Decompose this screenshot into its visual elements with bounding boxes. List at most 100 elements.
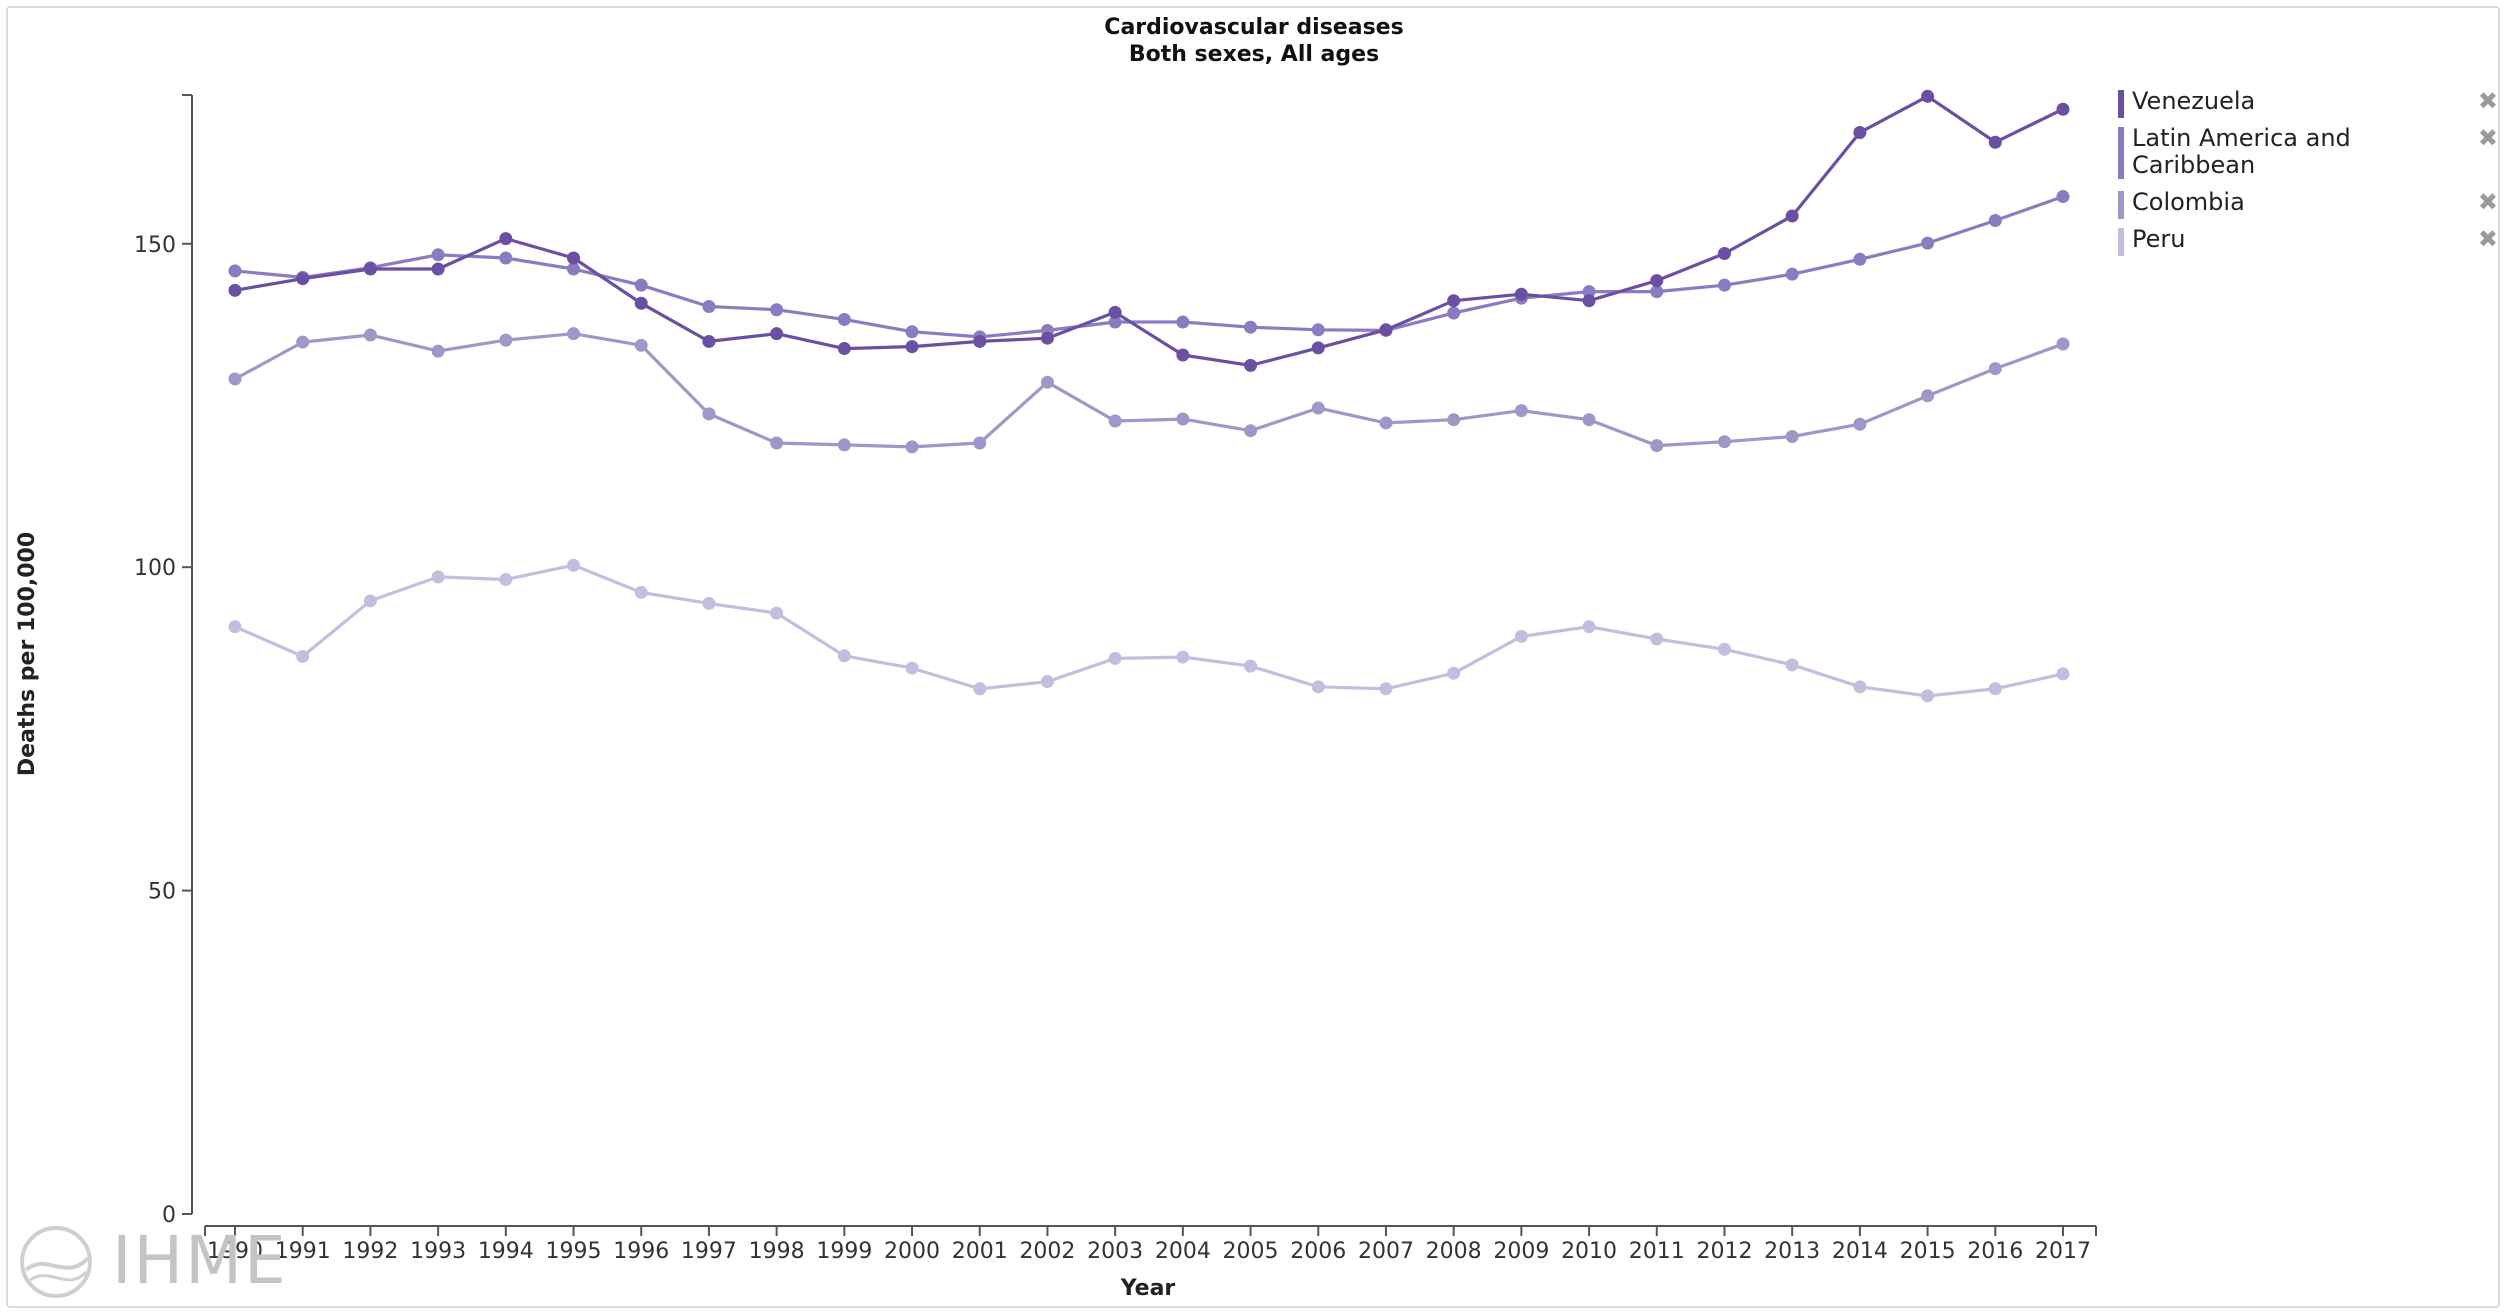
data-point xyxy=(770,303,784,317)
data-point xyxy=(1582,413,1596,427)
data-point xyxy=(1650,439,1664,453)
data-point xyxy=(1379,416,1393,430)
data-point xyxy=(431,262,445,276)
data-point xyxy=(1108,315,1122,329)
x-tick-label: 2008 xyxy=(1426,1239,1482,1264)
data-point xyxy=(228,264,242,278)
data-point xyxy=(770,436,784,450)
legend-item-venezuela[interactable]: Venezuela ✖ xyxy=(2118,87,2498,118)
legend-label: Venezuela xyxy=(2132,87,2256,115)
data-point xyxy=(2056,190,2070,204)
x-tick-label: 2007 xyxy=(1358,1239,1414,1264)
data-point xyxy=(1244,320,1258,334)
legend-label: Latin America and Caribbean xyxy=(2132,124,2351,179)
data-point xyxy=(2056,102,2070,116)
x-tick-label: 2011 xyxy=(1629,1239,1685,1264)
data-point xyxy=(905,325,919,339)
data-point xyxy=(1176,650,1190,664)
x-axis-label: Year xyxy=(1120,1276,1176,1301)
data-point xyxy=(1582,285,1596,299)
ihme-logo-text: IHME xyxy=(112,1222,288,1299)
data-point xyxy=(1785,658,1799,672)
data-point xyxy=(431,248,445,262)
data-point xyxy=(973,682,987,696)
data-point xyxy=(905,340,919,354)
x-tick-label: 2015 xyxy=(1900,1239,1956,1264)
data-point xyxy=(1176,315,1190,329)
data-point xyxy=(1108,651,1122,665)
data-point xyxy=(1176,348,1190,362)
legend-swatch xyxy=(2118,228,2124,256)
data-point xyxy=(1988,362,2002,376)
data-point xyxy=(567,558,581,572)
data-point xyxy=(1244,659,1258,673)
series-peru xyxy=(228,558,2070,703)
data-point xyxy=(702,300,716,314)
data-point xyxy=(1921,236,1935,250)
x-tick-label: 2003 xyxy=(1087,1239,1143,1264)
data-point xyxy=(1650,285,1664,299)
remove-icon[interactable]: ✖ xyxy=(2477,124,2498,152)
data-point xyxy=(567,327,581,341)
data-point xyxy=(499,251,513,265)
chart-frame xyxy=(6,6,2500,1308)
legend-swatch xyxy=(2118,191,2124,219)
legend-item-colombia[interactable]: Colombia ✖ xyxy=(2118,188,2498,219)
data-point xyxy=(837,342,851,356)
data-point xyxy=(1108,305,1122,319)
data-point xyxy=(1717,246,1731,260)
legend-label: Colombia xyxy=(2132,188,2245,216)
data-point xyxy=(1921,689,1935,703)
data-point xyxy=(1311,401,1325,415)
x-tick-label: 1994 xyxy=(478,1239,534,1264)
data-point xyxy=(1447,413,1461,427)
x-tick-label: 1996 xyxy=(613,1239,669,1264)
data-point xyxy=(1853,417,1867,431)
y-tick-label: 100 xyxy=(134,556,176,581)
x-tick-label: 1990 xyxy=(207,1239,263,1264)
data-point xyxy=(1988,682,2002,696)
remove-icon[interactable]: ✖ xyxy=(2477,87,2498,115)
data-point xyxy=(1650,632,1664,646)
data-point xyxy=(1040,375,1054,389)
data-point xyxy=(770,327,784,341)
x-tick-label: 1993 xyxy=(410,1239,466,1264)
data-point xyxy=(1244,424,1258,438)
data-point xyxy=(1717,278,1731,292)
data-point xyxy=(634,585,648,599)
data-point xyxy=(702,334,716,348)
data-point xyxy=(1040,331,1054,345)
data-point xyxy=(1176,412,1190,426)
data-point xyxy=(499,572,513,586)
data-point xyxy=(296,335,310,349)
data-point xyxy=(1853,126,1867,140)
data-point xyxy=(431,344,445,358)
data-point xyxy=(2056,337,2070,351)
data-point xyxy=(296,272,310,286)
data-point xyxy=(1108,414,1122,428)
remove-icon[interactable]: ✖ xyxy=(2477,188,2498,216)
data-point xyxy=(1244,358,1258,372)
data-point xyxy=(634,296,648,310)
data-point xyxy=(973,436,987,450)
data-point xyxy=(1447,666,1461,680)
data-point xyxy=(363,262,377,276)
data-point xyxy=(363,328,377,342)
data-point xyxy=(1311,680,1325,694)
x-tick-label: 2017 xyxy=(2035,1239,2091,1264)
ihme-logo: IHME xyxy=(16,1222,286,1300)
legend-item-latin-america-and-caribbean[interactable]: Latin America and Caribbean ✖ xyxy=(2118,125,2498,179)
data-point xyxy=(702,407,716,421)
x-tick-label: 2010 xyxy=(1561,1239,1617,1264)
data-point xyxy=(1040,675,1054,689)
data-point xyxy=(1379,682,1393,696)
data-point xyxy=(1988,213,2002,227)
x-tick-label: 2001 xyxy=(952,1239,1008,1264)
data-point xyxy=(837,649,851,663)
remove-icon[interactable]: ✖ xyxy=(2477,225,2498,253)
legend-swatch xyxy=(2118,90,2124,118)
data-point xyxy=(1311,323,1325,337)
legend-item-peru[interactable]: Peru ✖ xyxy=(2118,225,2498,256)
data-point xyxy=(837,438,851,452)
